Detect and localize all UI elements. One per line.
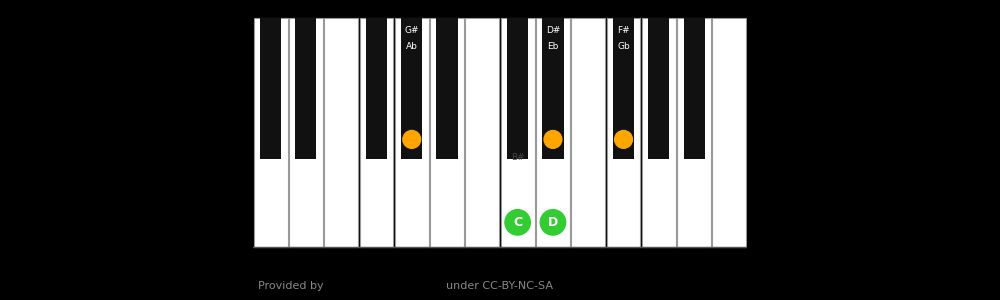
Text: Gb: Gb bbox=[617, 42, 630, 51]
Bar bbox=[613, 18, 634, 159]
Bar bbox=[642, 18, 676, 247]
Circle shape bbox=[540, 210, 566, 235]
Text: D#: D# bbox=[546, 26, 560, 35]
Bar bbox=[401, 18, 422, 159]
Bar bbox=[501, 18, 535, 247]
Text: Ab: Ab bbox=[406, 42, 418, 51]
Text: B#: B# bbox=[511, 153, 524, 162]
Circle shape bbox=[615, 130, 632, 148]
Bar bbox=[607, 18, 640, 247]
Bar bbox=[295, 18, 316, 159]
Bar bbox=[324, 18, 358, 247]
Bar bbox=[648, 18, 669, 159]
Bar bbox=[677, 18, 711, 247]
Bar bbox=[465, 18, 499, 247]
Bar bbox=[684, 18, 705, 159]
Text: C: C bbox=[513, 216, 522, 229]
Bar bbox=[360, 18, 393, 247]
Text: Eb: Eb bbox=[547, 42, 559, 51]
Bar bbox=[289, 18, 323, 247]
Bar bbox=[542, 18, 564, 159]
Text: F#: F# bbox=[617, 26, 630, 35]
Circle shape bbox=[403, 130, 421, 148]
Bar bbox=[712, 18, 746, 247]
Circle shape bbox=[544, 130, 562, 148]
Text: D: D bbox=[548, 216, 558, 229]
Circle shape bbox=[505, 210, 530, 235]
Text: G#: G# bbox=[405, 26, 419, 35]
Bar bbox=[366, 18, 387, 159]
Bar bbox=[254, 18, 288, 247]
Bar bbox=[536, 18, 570, 247]
Bar bbox=[571, 18, 605, 247]
Text: Provided by: Provided by bbox=[258, 281, 324, 291]
Bar bbox=[436, 18, 458, 159]
Bar bbox=[395, 18, 429, 247]
Bar bbox=[430, 18, 464, 247]
Bar bbox=[260, 18, 281, 159]
Bar bbox=[507, 18, 528, 159]
Text: under CC-BY-NC-SA: under CC-BY-NC-SA bbox=[446, 281, 554, 291]
